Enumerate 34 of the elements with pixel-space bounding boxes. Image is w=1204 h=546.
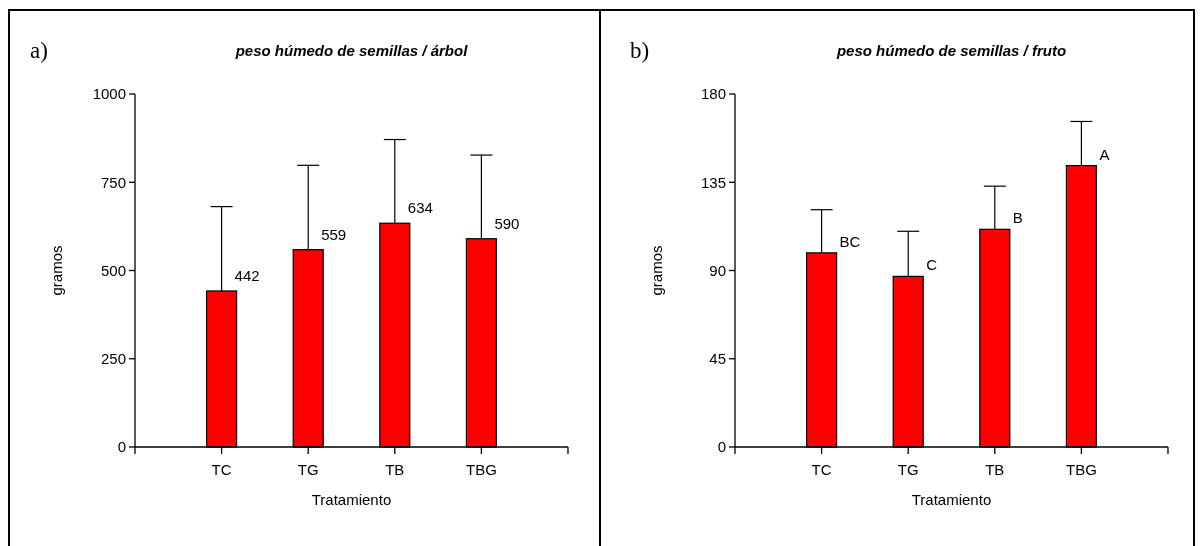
y-tick-label: 250 bbox=[100, 350, 126, 367]
y-tick-label: 0 bbox=[117, 438, 126, 456]
x-tick-label: TG bbox=[897, 461, 919, 478]
x-tick-label: TC bbox=[811, 461, 832, 478]
x-tick-label: TBG bbox=[1065, 461, 1097, 478]
x-tick-label: TC bbox=[211, 461, 232, 478]
y-tick-label: 750 bbox=[100, 173, 126, 191]
chart-title: peso húmedo de semillas / árbol bbox=[234, 42, 469, 59]
text: a) bbox=[30, 38, 48, 63]
chart-title: peso húmedo de semillas / fruto bbox=[835, 42, 1067, 59]
annotation: B bbox=[1012, 209, 1023, 227]
data-label: 590 bbox=[494, 214, 520, 232]
y-axis-title: gramos bbox=[648, 245, 665, 296]
annotation: A bbox=[1099, 145, 1110, 163]
y-tick-label: 135 bbox=[700, 173, 726, 191]
y-tick-label: 1000 bbox=[92, 85, 126, 103]
annotation: C bbox=[926, 256, 938, 274]
y-tick-label: 45 bbox=[709, 350, 726, 367]
annotation: BC bbox=[839, 232, 861, 250]
y-tick-label: 0 bbox=[717, 438, 726, 456]
x-tick-label: TB bbox=[385, 461, 405, 478]
text: b) bbox=[630, 38, 650, 63]
y-tick-label: 180 bbox=[700, 85, 726, 103]
x-axis-title: Tratamiento bbox=[311, 491, 392, 508]
y-tick-label: 90 bbox=[709, 261, 726, 279]
data-label: 559 bbox=[321, 225, 347, 243]
x-axis-title: Tratamiento bbox=[911, 491, 992, 508]
y-tick-label: 500 bbox=[100, 261, 126, 279]
x-tick-label: TBG bbox=[465, 461, 497, 478]
data-label: 442 bbox=[234, 266, 260, 284]
y-axis-title: gramos bbox=[48, 245, 65, 296]
x-tick-label: TB bbox=[985, 461, 1005, 478]
data-label: 634 bbox=[407, 199, 433, 217]
x-tick-label: TG bbox=[297, 461, 319, 478]
